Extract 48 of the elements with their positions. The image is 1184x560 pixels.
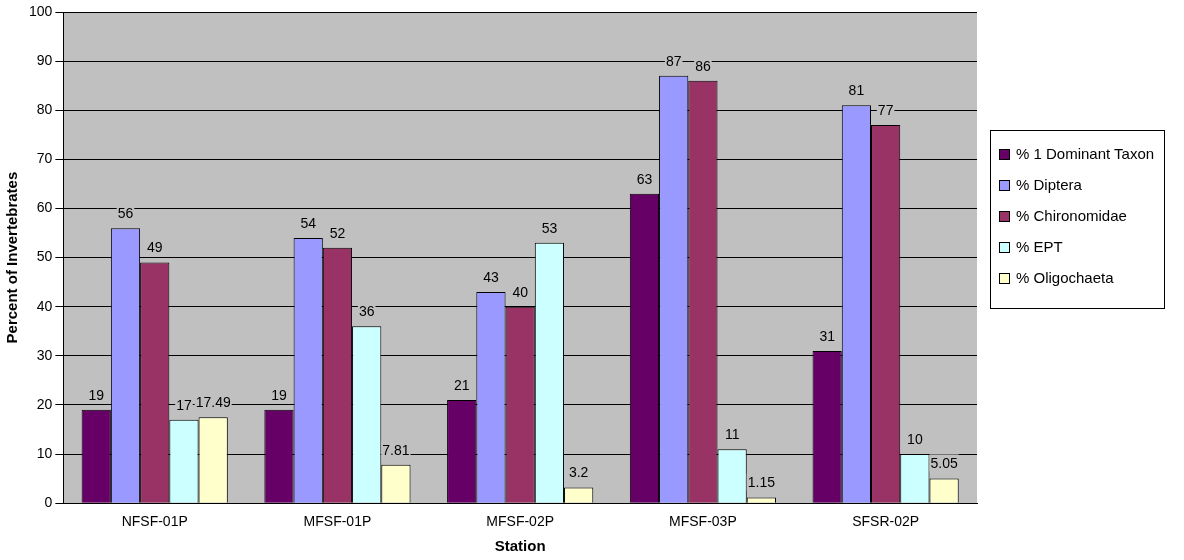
data-label: 19 <box>88 386 105 403</box>
data-label: 11 <box>724 426 740 443</box>
data-label: 19 <box>271 386 287 403</box>
data-label: 87 <box>665 52 682 69</box>
data-label: 52 <box>329 224 346 241</box>
x-axis-title: Station <box>494 537 546 555</box>
legend-label: % Diptera <box>1016 176 1082 193</box>
data-label: 5.05 <box>930 455 958 472</box>
data-label: 36 <box>358 303 375 320</box>
legend-label: % Oligochaeta <box>1016 269 1114 286</box>
data-label: 54 <box>300 214 317 231</box>
data-label: 1.15 <box>747 474 776 491</box>
y-tick-label: 70 <box>36 150 53 167</box>
x-tick-label: MFSF-01P <box>303 513 372 530</box>
data-label: 40 <box>512 283 529 300</box>
legend-label: % 1 Dominant Taxon <box>1016 145 1155 162</box>
y-tick-label: 90 <box>36 51 53 68</box>
data-label: 21 <box>453 376 470 393</box>
data-label: 7.81 <box>382 441 410 458</box>
data-label: 17 <box>176 396 192 413</box>
x-tick-label: NFSF-01P <box>121 513 188 530</box>
x-tick-label: MFSF-03P <box>669 513 737 530</box>
data-label: 63 <box>636 170 653 187</box>
y-tick-label: 40 <box>36 297 53 314</box>
y-tick-label: 80 <box>36 101 53 118</box>
data-label: 56 <box>117 204 134 221</box>
y-axis-title: Percent of Invertebrates <box>3 171 21 344</box>
y-tick-label: 30 <box>36 346 53 363</box>
data-label: 77 <box>877 101 894 118</box>
data-label: 31 <box>819 327 836 344</box>
y-tick-label: 100 <box>29 2 53 19</box>
y-tick-label: 10 <box>36 444 53 461</box>
y-tick-label: 50 <box>36 248 53 265</box>
y-tick-label: 20 <box>36 395 53 412</box>
data-label: 43 <box>483 268 499 285</box>
legend-label: % Chironomidae <box>1016 207 1127 224</box>
x-tick-label: MFSF-02P <box>486 513 555 530</box>
data-label: 49 <box>146 239 163 256</box>
data-label: 3.2 <box>568 464 589 481</box>
data-label: 10 <box>907 430 923 447</box>
legend-label: % EPT <box>1016 238 1063 255</box>
data-label: 81 <box>848 82 865 99</box>
x-tick-label: SFSR-02P <box>852 513 920 530</box>
data-label: 17.49 <box>195 394 231 411</box>
y-tick-label: 60 <box>36 199 53 216</box>
y-tick-label: 0 <box>44 494 53 511</box>
data-label: 86 <box>695 57 711 74</box>
data-label: 53 <box>541 219 558 236</box>
